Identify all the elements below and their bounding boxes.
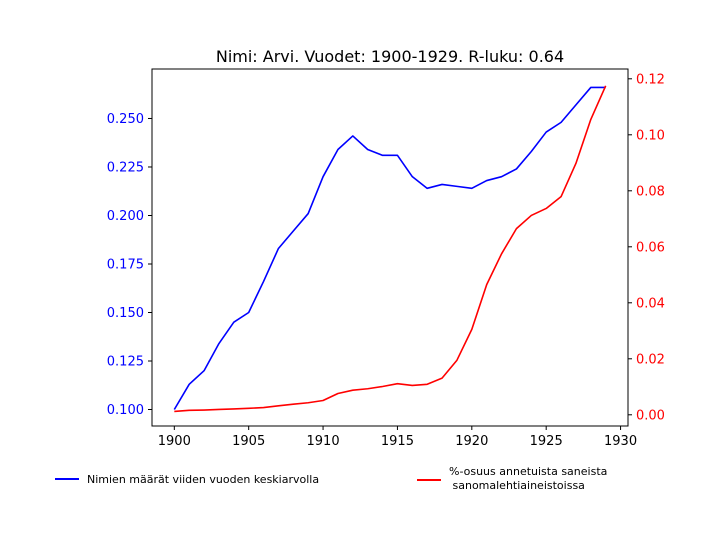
legend-swatch-red — [417, 479, 441, 481]
right-y-tick-label: 0.08 — [636, 184, 665, 199]
right-y-tick-label: 0.10 — [636, 128, 665, 143]
left-y-tick-label: 0.225 — [107, 160, 144, 175]
left-y-tick-label: 0.175 — [107, 257, 144, 272]
right-y-axis: 0.00 0.02 0.04 0.06 0.08 0.10 0.12 — [628, 72, 665, 423]
x-tick-label: 1905 — [232, 434, 265, 449]
x-tick-label: 1900 — [158, 434, 191, 449]
right-y-tick-label: 0.00 — [636, 408, 665, 423]
x-tick-label: 1910 — [307, 434, 340, 449]
legend-label-name-counts: Nimien määrät viiden vuoden keskiarvolla — [87, 473, 320, 486]
right-y-tick-label: 0.02 — [636, 352, 665, 367]
left-y-axis: 0.100 0.125 0.150 0.175 0.200 0.225 0.250 — [107, 112, 152, 418]
left-y-tick-label: 0.125 — [107, 355, 144, 370]
right-y-tick-label: 0.04 — [636, 296, 665, 311]
right-y-tick-label: 0.12 — [636, 72, 665, 87]
x-tick-label: 1930 — [604, 434, 637, 449]
left-y-tick-label: 0.150 — [107, 306, 144, 321]
x-tick-label: 1925 — [530, 434, 563, 449]
legend-label-percent-share: %-osuus annetuista saneista sanomalehtia… — [449, 465, 608, 492]
x-axis: 1900 1905 1910 1915 1920 1925 1930 — [158, 426, 637, 449]
left-y-tick-label: 0.200 — [107, 209, 144, 224]
x-tick-label: 1915 — [381, 434, 414, 449]
x-tick-label: 1920 — [455, 434, 488, 449]
legend-swatch-blue — [55, 478, 79, 480]
plot-area — [173, 85, 607, 413]
series-line-0 — [173, 86, 606, 410]
left-y-tick-label: 0.250 — [107, 112, 144, 127]
left-y-tick-label: 0.100 — [107, 403, 144, 418]
series-line-1 — [174, 85, 607, 413]
plot-frame — [151, 68, 629, 427]
chart-title: Nimi: Arvi. Vuodet: 1900-1929. R-luku: 0… — [216, 47, 564, 66]
right-y-tick-label: 0.06 — [636, 240, 665, 255]
